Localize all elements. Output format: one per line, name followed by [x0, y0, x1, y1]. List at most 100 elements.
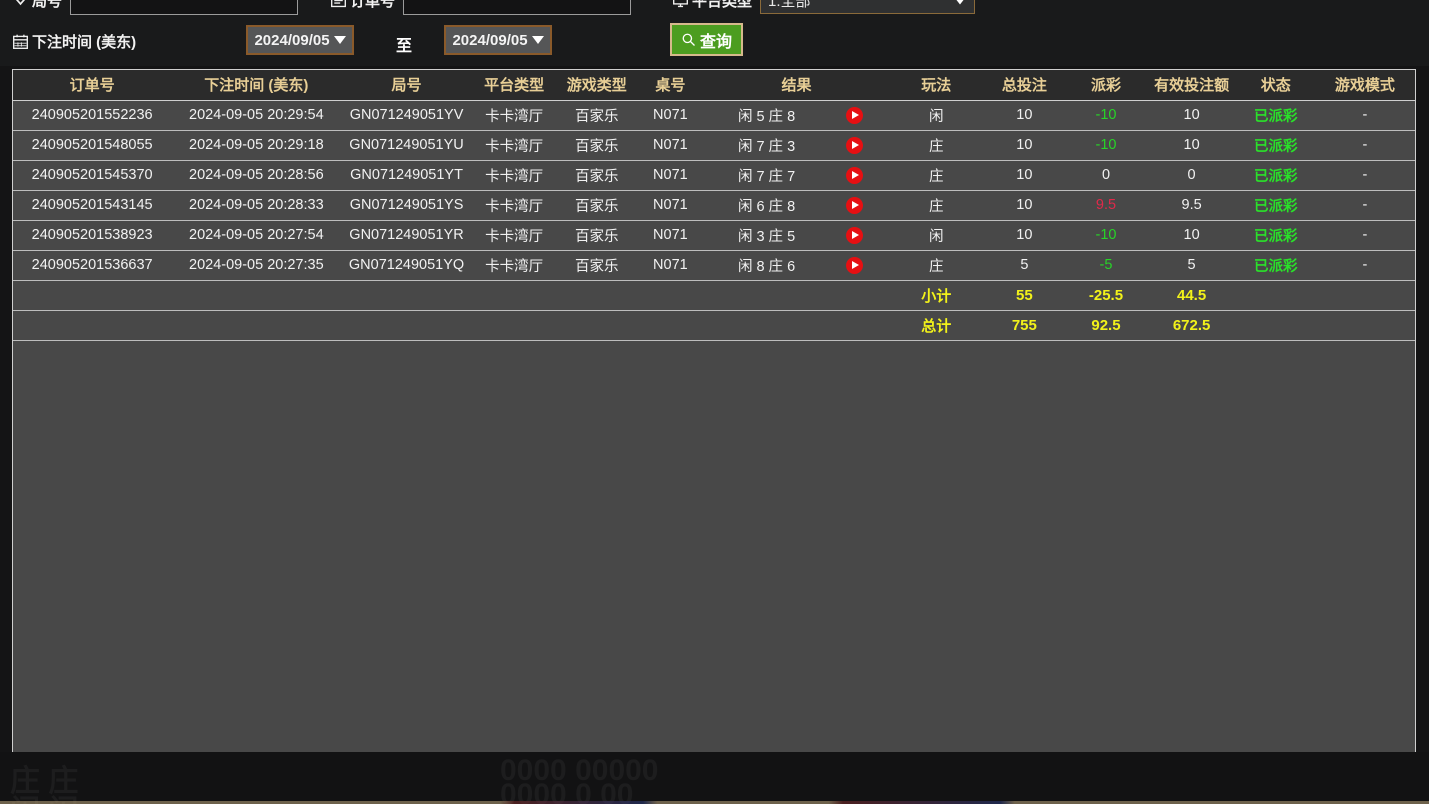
table-row[interactable]: 240905201536637 2024-09-05 20:27:35 GN0712… [13, 250, 1415, 281]
cell-bet-time: 2024-09-05 20:28:33 [171, 190, 342, 221]
cell-valid-bet: 5 [1146, 250, 1237, 281]
play-icon[interactable] [846, 196, 864, 214]
sum-label: 总计 [889, 310, 984, 341]
col-valid-bet[interactable]: 有效投注额 [1146, 70, 1237, 101]
platform-type-value: 1.全部 [768, 0, 811, 10]
cell-result: 闲 6 庄 8 [703, 190, 890, 221]
sum-valid-bet: 44.5 [1146, 280, 1237, 311]
status-badge: 已派彩 [1236, 190, 1315, 221]
cell-table-no: N071 [636, 250, 704, 281]
cell-valid-bet: 10 [1146, 100, 1237, 131]
col-payout[interactable]: 派彩 [1065, 70, 1147, 101]
cell-valid-bet: 9.5 [1146, 190, 1237, 221]
cell-bet-type: 庄 [889, 250, 984, 281]
cell-bet-time: 2024-09-05 20:27:35 [171, 250, 342, 281]
round-no-input[interactable] [70, 0, 299, 15]
result-text: 闲 3 庄 5 [737, 228, 796, 245]
col-bet-time[interactable]: 下注时间 (美东) [171, 70, 342, 101]
sum-payout: -25.5 [1065, 280, 1147, 311]
table-row[interactable]: 240905201538923 2024-09-05 20:27:54 GN0712… [13, 220, 1415, 251]
col-game-type[interactable]: 游戏类型 [556, 70, 637, 101]
col-order-no[interactable]: 订单号 [13, 70, 172, 101]
col-round-no[interactable]: 局号 [341, 70, 472, 101]
bet-time-from-value: 2024/09/05 [254, 31, 330, 49]
table-row[interactable]: 240905201543145 2024-09-05 20:28:33 GN0712… [13, 190, 1415, 221]
status-badge: 已派彩 [1236, 130, 1315, 161]
cell-total-bet: 10 [983, 190, 1066, 221]
list-icon [330, 0, 347, 9]
col-platform[interactable]: 平台类型 [471, 70, 557, 101]
result-text: 闲 7 庄 3 [737, 138, 796, 155]
cell-bet-time: 2024-09-05 20:29:18 [171, 130, 342, 161]
cell-payout: -5 [1065, 250, 1147, 281]
cell-bet-time: 2024-09-05 20:28:56 [171, 160, 342, 191]
cell-payout: 0 [1065, 160, 1147, 191]
cell-round-no: GN071249051YS [341, 190, 472, 221]
cell-table-no: N071 [636, 220, 704, 251]
cell-order-no: 240905201543145 [13, 190, 172, 221]
cell-valid-bet: 10 [1146, 130, 1237, 161]
table-row[interactable]: 240905201545370 2024-09-05 20:28:56 GN0712… [13, 160, 1415, 191]
platform-type-select[interactable]: 1.全部 [760, 0, 976, 14]
bet-time-to-datepicker[interactable]: 2024/09/05 [444, 25, 552, 55]
cell-game-mode: - [1314, 100, 1415, 131]
cell-total-bet: 10 [983, 160, 1066, 191]
cell-bet-type: 庄 [889, 190, 984, 221]
table-row[interactable]: 240905201548055 2024-09-05 20:29:18 GN0712… [13, 130, 1415, 161]
play-icon[interactable] [846, 136, 864, 154]
cell-bet-time: 2024-09-05 20:29:54 [171, 100, 342, 131]
cell-bet-type: 闲 [889, 220, 984, 251]
cell-game-type: 百家乐 [556, 100, 637, 131]
cell-table-no: N071 [636, 190, 704, 221]
sum-blank2 [1236, 310, 1315, 341]
filter-platform-type: 平台类型 1.全部 [672, 0, 976, 16]
cell-result: 闲 7 庄 7 [703, 160, 890, 191]
sum-blank3 [1314, 310, 1415, 341]
col-game-mode[interactable]: 游戏模式 [1314, 70, 1415, 101]
bet-time-from-datepicker[interactable]: 2024/09/05 [246, 25, 354, 55]
cell-total-bet: 5 [983, 250, 1066, 281]
play-icon[interactable] [846, 166, 864, 184]
cell-order-no: 240905201536637 [13, 250, 172, 281]
records-table: 订单号 下注时间 (美东) 局号 平台类型 游戏类型 桌号 结果 玩法 总投注 … [13, 70, 1415, 760]
play-icon[interactable] [846, 106, 864, 124]
cell-table-no: N071 [636, 160, 704, 191]
search-icon [681, 32, 696, 47]
cell-order-no: 240905201545370 [13, 160, 172, 191]
cell-platform: 卡卡湾厅 [471, 130, 557, 161]
records-table-head: 订单号 下注时间 (美东) 局号 平台类型 游戏类型 桌号 结果 玩法 总投注 … [13, 70, 1415, 101]
col-status[interactable]: 状态 [1236, 70, 1315, 101]
sum-total-bet: 755 [983, 310, 1066, 341]
cell-total-bet: 10 [983, 130, 1066, 161]
cell-platform: 卡卡湾厅 [471, 100, 557, 131]
col-table-no[interactable]: 桌号 [636, 70, 704, 101]
table-row[interactable]: 240905201552236 2024-09-05 20:29:54 GN0712… [13, 100, 1415, 131]
cell-order-no: 240905201548055 [13, 130, 172, 161]
col-result[interactable]: 结果 [703, 70, 890, 101]
filter-bet-time: 下注时间 (美东) [12, 25, 136, 57]
cell-game-mode: - [1314, 130, 1415, 161]
query-button[interactable]: 查询 [670, 23, 744, 56]
cell-platform: 卡卡湾厅 [471, 250, 557, 281]
order-no-input[interactable] [403, 0, 632, 15]
result-text: 闲 6 庄 8 [737, 198, 796, 215]
records-table-container: 订单号 下注时间 (美东) 局号 平台类型 游戏类型 桌号 结果 玩法 总投注 … [12, 69, 1416, 761]
cell-round-no: GN071249051YV [341, 100, 472, 131]
cell-round-no: GN071249051YQ [341, 250, 472, 281]
chevron-down-icon [531, 36, 544, 44]
cell-game-type: 百家乐 [556, 250, 637, 281]
cell-total-bet: 10 [983, 100, 1066, 131]
play-icon[interactable] [846, 226, 864, 244]
cell-game-type: 百家乐 [556, 220, 637, 251]
cell-bet-type: 闲 [889, 100, 984, 131]
cell-table-no: N071 [636, 100, 704, 131]
col-bet-type[interactable]: 玩法 [889, 70, 984, 101]
col-total-bet[interactable]: 总投注 [983, 70, 1066, 101]
cell-game-mode: - [1314, 190, 1415, 221]
cell-game-type: 百家乐 [556, 190, 637, 221]
result-text: 闲 7 庄 7 [737, 168, 796, 185]
query-button-label: 查询 [700, 33, 733, 51]
play-icon[interactable] [846, 256, 864, 274]
status-badge: 已派彩 [1236, 160, 1315, 191]
